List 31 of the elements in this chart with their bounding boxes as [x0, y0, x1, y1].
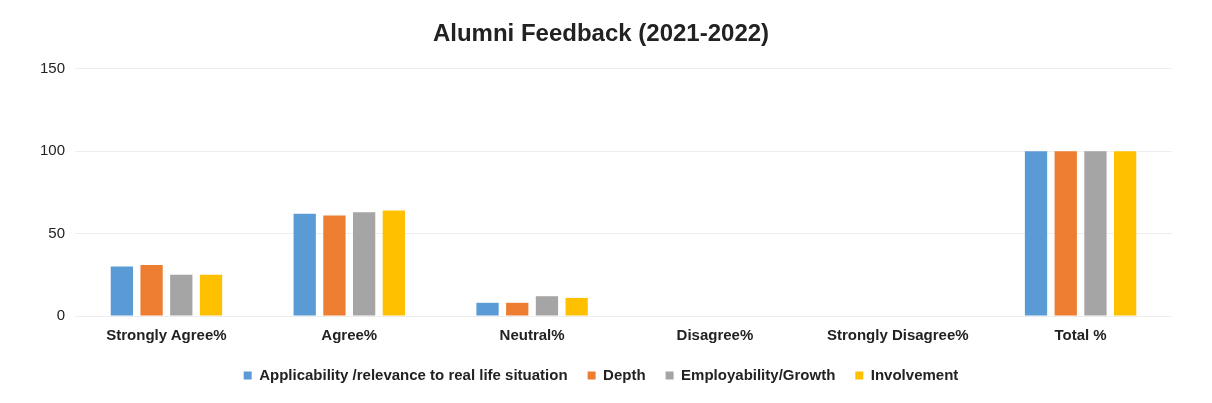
- bar: [382, 210, 405, 316]
- bar: [1114, 151, 1137, 316]
- legend-label: Involvement: [870, 365, 959, 383]
- legend-label: Applicability /relevance to real life situation: [259, 365, 568, 383]
- bar: [476, 302, 499, 316]
- bar: [110, 266, 134, 316]
- bar: [323, 215, 346, 316]
- bar: [293, 213, 316, 316]
- x-tick-label: Agree%: [321, 326, 378, 344]
- bar: [352, 212, 376, 316]
- chart-title: Alumni Feedback (2021-2022): [432, 19, 770, 47]
- y-tick-label: 0: [56, 306, 66, 324]
- x-tick-label: Neutral%: [499, 326, 565, 344]
- bar: [199, 274, 223, 316]
- y-tick-label: 100: [40, 141, 66, 159]
- bar: [140, 264, 163, 316]
- bar: [1084, 151, 1107, 316]
- x-tick-label: Total %: [1054, 326, 1107, 344]
- bar: [535, 296, 559, 316]
- bar: [1054, 151, 1077, 316]
- bar: [1024, 151, 1048, 316]
- bar: [565, 297, 588, 316]
- x-tick-label: Strongly Agree%: [106, 326, 227, 344]
- x-tick-label: Disagree%: [676, 326, 754, 344]
- x-tick-label: Strongly Disagree%: [826, 326, 969, 344]
- y-tick-label: 150: [40, 58, 66, 76]
- bar: [506, 302, 529, 316]
- y-tick-label: 50: [48, 223, 66, 241]
- bar: [170, 274, 193, 316]
- legend-label: Depth: [603, 365, 646, 383]
- legend-label: Employability/Growth: [681, 365, 836, 383]
